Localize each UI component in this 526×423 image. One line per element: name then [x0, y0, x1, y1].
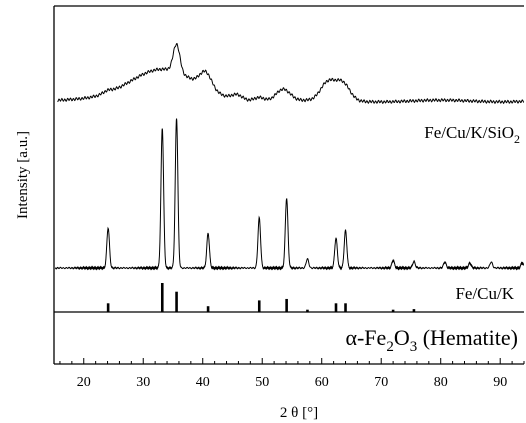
x-ticks: 20 30 40 50 60 70 80 90	[59, 358, 525, 390]
x-tick-label-30: 30	[136, 375, 150, 390]
x-tick-label-40: 40	[196, 375, 210, 390]
x-tick-label-20: 20	[77, 375, 91, 390]
series-fe-cu-k-sio2-line	[57, 43, 525, 105]
plot-frame	[53, 5, 524, 365]
x-tick-label-70: 70	[374, 375, 388, 390]
y-axis-title: Intensity [a.u.]	[15, 131, 31, 219]
labels: 2 θ [°] Intensity [a.u.] Fe/Cu/K/SiO2 Fe/Cu…	[15, 123, 520, 421]
reference-label: α-Fe2O3 (Hematite)	[345, 325, 518, 355]
reference-sticks	[106, 283, 416, 312]
x-tick-label-60: 60	[315, 375, 329, 390]
series-label-fe-cu-k: Fe/Cu/K	[455, 284, 514, 303]
series-label-fe-cu-k-sio2: Fe/Cu/K/SiO2	[424, 123, 520, 146]
series-fe-cu-k-line	[54, 118, 525, 271]
x-tick-label-80: 80	[434, 375, 448, 390]
x-axis-title: 2 θ [°]	[280, 405, 318, 421]
x-tick-label-50: 50	[255, 375, 269, 390]
x-tick-label-90: 90	[493, 375, 507, 390]
curves	[54, 43, 525, 271]
